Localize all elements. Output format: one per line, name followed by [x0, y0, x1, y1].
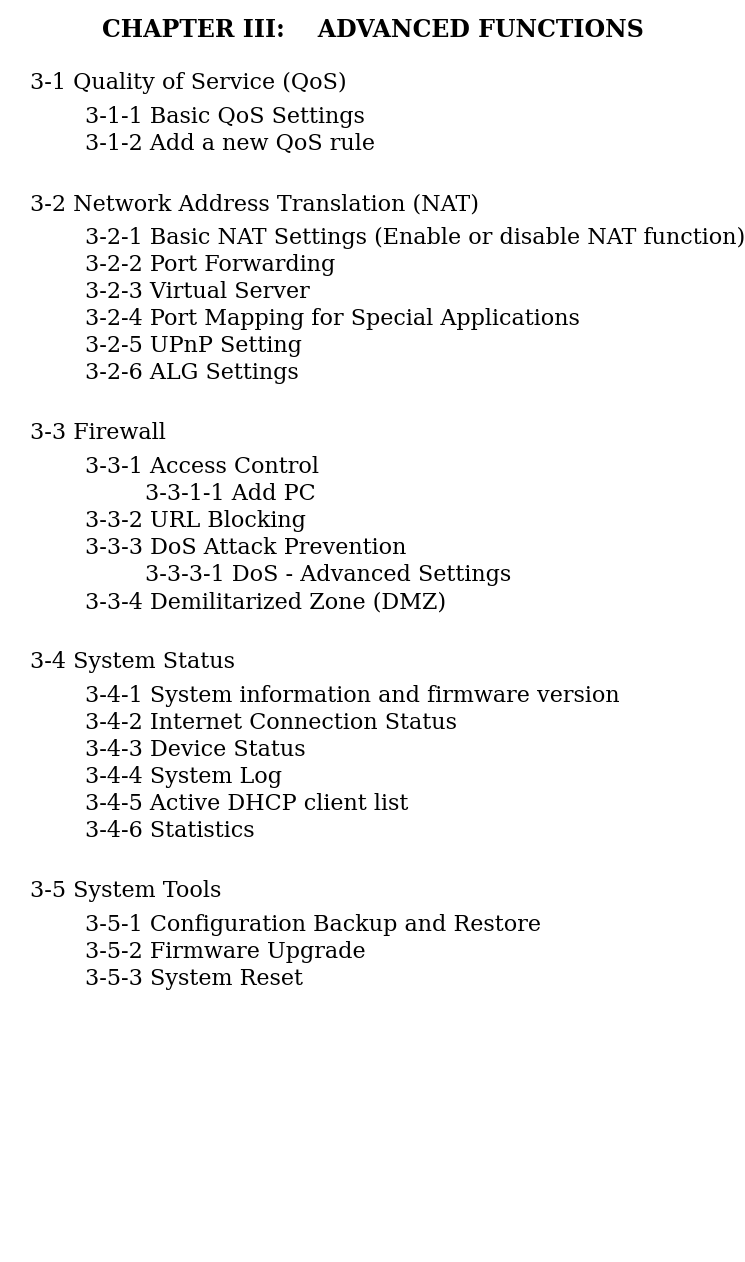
Text: 3-4-3 Device Status: 3-4-3 Device Status — [85, 740, 305, 761]
Text: 3-4-2 Internet Connection Status: 3-4-2 Internet Connection Status — [85, 712, 457, 734]
Text: 3-4-4 System Log: 3-4-4 System Log — [85, 766, 282, 787]
Text: 3-2-4 Port Mapping for Special Applications: 3-2-4 Port Mapping for Special Applicati… — [85, 308, 580, 329]
Text: 3-2-2 Port Forwarding: 3-2-2 Port Forwarding — [85, 254, 335, 276]
Text: 3-5-1 Configuration Backup and Restore: 3-5-1 Configuration Backup and Restore — [85, 914, 541, 936]
Text: 3-3-1 Access Control: 3-3-1 Access Control — [85, 456, 319, 478]
Text: 3-3-2 URL Blocking: 3-3-2 URL Blocking — [85, 510, 306, 533]
Text: 3-2-5 UPnP Setting: 3-2-5 UPnP Setting — [85, 334, 302, 357]
Text: 3-5-2 Firmware Upgrade: 3-5-2 Firmware Upgrade — [85, 941, 366, 963]
Text: 3-2-3 Virtual Server: 3-2-3 Virtual Server — [85, 281, 310, 303]
Text: 3-3-4 Demilitarized Zone (DMZ): 3-3-4 Demilitarized Zone (DMZ) — [85, 591, 446, 613]
Text: 3-3 Firewall: 3-3 Firewall — [30, 422, 166, 444]
Text: 3-5 System Tools: 3-5 System Tools — [30, 880, 221, 902]
Text: 3-4-1 System information and firmware version: 3-4-1 System information and firmware ve… — [85, 685, 620, 707]
Text: 3-2 Network Address Translation (NAT): 3-2 Network Address Translation (NAT) — [30, 193, 479, 215]
Text: 3-3-3 DoS Attack Prevention: 3-3-3 DoS Attack Prevention — [85, 538, 406, 559]
Text: CHAPTER III:    ADVANCED FUNCTIONS: CHAPTER III: ADVANCED FUNCTIONS — [101, 18, 644, 42]
Text: 3-5-3 System Reset: 3-5-3 System Reset — [85, 968, 303, 989]
Text: 3-3-1-1 Add PC: 3-3-1-1 Add PC — [145, 483, 316, 505]
Text: 3-4 System Status: 3-4 System Status — [30, 651, 235, 673]
Text: 3-2-1 Basic NAT Settings (Enable or disable NAT function): 3-2-1 Basic NAT Settings (Enable or disa… — [85, 227, 745, 249]
Text: 3-4-5 Active DHCP client list: 3-4-5 Active DHCP client list — [85, 793, 408, 815]
Text: 3-1-2 Add a new QoS rule: 3-1-2 Add a new QoS rule — [85, 133, 375, 155]
Text: 3-4-6 Statistics: 3-4-6 Statistics — [85, 820, 255, 842]
Text: 3-1 Quality of Service (QoS): 3-1 Quality of Service (QoS) — [30, 72, 346, 95]
Text: 3-2-6 ALG Settings: 3-2-6 ALG Settings — [85, 362, 299, 384]
Text: 3-3-3-1 DoS - Advanced Settings: 3-3-3-1 DoS - Advanced Settings — [145, 564, 511, 586]
Text: 3-1-1 Basic QoS Settings: 3-1-1 Basic QoS Settings — [85, 106, 365, 127]
